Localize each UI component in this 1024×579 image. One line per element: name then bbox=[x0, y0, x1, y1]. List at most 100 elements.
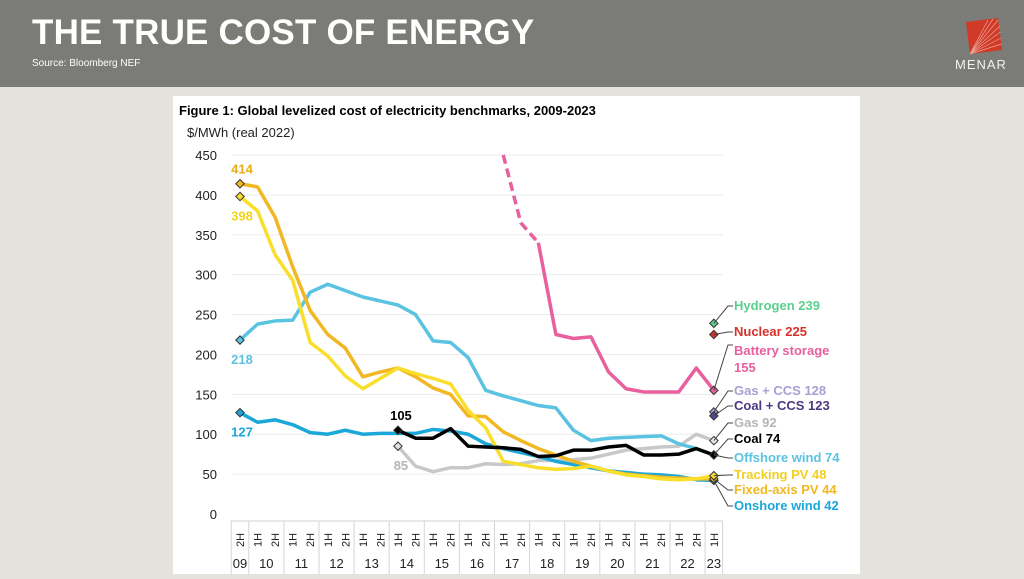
y-tick-label: 300 bbox=[195, 268, 217, 283]
x-tick-half-label: 2H bbox=[516, 533, 528, 547]
series-start-label: 398 bbox=[231, 208, 253, 223]
y-tick-label: 50 bbox=[203, 467, 217, 482]
label-leader-line bbox=[713, 422, 733, 441]
page-title: THE TRUE COST OF ENERGY bbox=[32, 13, 535, 52]
x-tick-half-label: 2H bbox=[270, 533, 282, 547]
x-tick-half-label: 2H bbox=[411, 533, 423, 547]
menar-logo-icon bbox=[966, 18, 1002, 55]
chart-title: Figure 1: Global levelized cost of elect… bbox=[179, 103, 596, 118]
y-tick-label: 100 bbox=[195, 427, 217, 442]
label-leader-line bbox=[713, 390, 733, 413]
label-leader-line bbox=[713, 405, 733, 417]
x-tick-half-label: 2H bbox=[621, 533, 633, 547]
x-tick-year-label: 18 bbox=[540, 556, 554, 571]
y-tick-label: 350 bbox=[195, 228, 217, 243]
x-tick-half-label: 1H bbox=[253, 533, 265, 547]
y-tick-label: 400 bbox=[195, 188, 217, 203]
x-tick-year-label: 09 bbox=[233, 556, 247, 571]
y-tick-label: 0 bbox=[210, 507, 217, 522]
x-tick-half-label: 1H bbox=[674, 533, 686, 547]
y-tick-label: 200 bbox=[195, 347, 217, 362]
x-tick-half-label: 1H bbox=[533, 533, 545, 547]
x-tick-half-label: 1H bbox=[323, 533, 335, 547]
label-leader-line bbox=[713, 331, 733, 335]
start-marker-fixed-axis-pv bbox=[235, 178, 245, 189]
start-marker-gas bbox=[393, 441, 403, 452]
series-start-label: 105 bbox=[390, 408, 412, 423]
series-start-label: 218 bbox=[231, 352, 253, 367]
x-tick-half-label: 2H bbox=[235, 533, 247, 547]
start-marker-coal bbox=[393, 425, 403, 436]
x-tick-year-label: 20 bbox=[610, 556, 624, 571]
x-tick-half-label: 1H bbox=[639, 533, 651, 547]
x-tick-half-label: 2H bbox=[446, 533, 458, 547]
x-tick-year-label: 22 bbox=[680, 556, 694, 571]
x-tick-half-label: 1H bbox=[428, 533, 440, 547]
series-start-label: 127 bbox=[231, 425, 253, 440]
label-leader-line bbox=[713, 305, 733, 324]
label-leader-line bbox=[713, 344, 733, 391]
start-marker-offshore-wind bbox=[235, 335, 245, 345]
series-end-label: Battery storage bbox=[734, 343, 829, 358]
x-tick-half-label: 2H bbox=[481, 533, 493, 547]
series-line-tracking-pv bbox=[238, 195, 715, 482]
x-tick-year-label: 23 bbox=[707, 556, 721, 571]
series-end-label: Hydrogen 239 bbox=[734, 298, 820, 313]
x-tick-year-label: 17 bbox=[505, 556, 519, 571]
x-tick-half-label: 1H bbox=[568, 533, 580, 547]
header-banner: THE TRUE COST OF ENERGY Source: Bloomber… bbox=[0, 0, 1024, 87]
x-tick-half-label: 2H bbox=[375, 533, 387, 547]
start-marker-tracking-pv bbox=[235, 191, 245, 202]
series-end-label: Onshore wind 42 bbox=[734, 498, 839, 513]
start-marker-onshore-wind bbox=[235, 407, 245, 418]
x-tick-half-label: 2H bbox=[340, 533, 352, 547]
series-end-label: Gas + CCS 128 bbox=[734, 383, 826, 398]
x-tick-year-label: 21 bbox=[645, 556, 659, 571]
x-tick-year-label: 14 bbox=[399, 556, 413, 571]
label-leader-line bbox=[713, 480, 733, 507]
x-tick-half-label: 1H bbox=[709, 533, 721, 547]
x-tick-half-label: 2H bbox=[586, 533, 598, 547]
x-tick-year-label: 10 bbox=[259, 556, 273, 571]
y-tick-label: 250 bbox=[195, 308, 217, 323]
x-tick-half-label: 2H bbox=[656, 533, 668, 547]
logo-text: MENAR bbox=[955, 57, 1007, 72]
series-end-label: Coal 74 bbox=[734, 431, 781, 446]
x-tick-half-label: 1H bbox=[604, 533, 616, 547]
series-end-label: 155 bbox=[734, 360, 756, 375]
lcoe-chart: Figure 1: Global levelized cost of elect… bbox=[179, 103, 840, 574]
x-tick-year-label: 13 bbox=[364, 556, 378, 571]
x-tick-year-label: 15 bbox=[435, 556, 449, 571]
x-tick-half-label: 1H bbox=[288, 533, 300, 547]
series-line-battery-storage bbox=[536, 242, 716, 394]
x-tick-half-label: 1H bbox=[463, 533, 475, 547]
x-tick-half-label: 1H bbox=[498, 533, 510, 547]
series-end-label: Coal + CCS 123 bbox=[734, 398, 830, 413]
series-line-offshore-wind bbox=[238, 282, 715, 457]
chart-card: Figure 1: Global levelized cost of elect… bbox=[173, 96, 860, 574]
x-tick-half-label: 1H bbox=[393, 533, 405, 547]
series-end-label: Tracking PV 48 bbox=[734, 467, 827, 482]
label-leader-line bbox=[713, 474, 733, 477]
x-tick-year-label: 12 bbox=[329, 556, 343, 571]
y-tick-label: 150 bbox=[195, 387, 217, 402]
x-tick-year-label: 19 bbox=[575, 556, 589, 571]
y-axis-label: $/MWh (real 2022) bbox=[187, 125, 295, 140]
x-tick-year-label: 16 bbox=[470, 556, 484, 571]
series-start-label: 85 bbox=[394, 458, 408, 473]
series-line-coal bbox=[397, 426, 715, 459]
x-tick-half-label: 1H bbox=[358, 533, 370, 547]
series-start-label: 414 bbox=[231, 162, 253, 177]
x-tick-half-label: 2H bbox=[691, 533, 703, 547]
y-tick-label: 450 bbox=[195, 148, 217, 163]
source-caption: Source: Bloomberg NEF bbox=[32, 58, 141, 69]
label-leader-line bbox=[713, 478, 733, 491]
series-line-battery-storage-projected bbox=[501, 154, 540, 244]
label-leader-line bbox=[713, 438, 733, 456]
x-tick-year-label: 11 bbox=[295, 556, 309, 571]
x-tick-half-label: 2H bbox=[551, 533, 563, 547]
label-leader-line bbox=[713, 454, 733, 459]
series-end-label: Fixed-axis PV 44 bbox=[734, 482, 837, 497]
series-end-label: Offshore wind 74 bbox=[734, 450, 840, 465]
series-end-label: Nuclear 225 bbox=[734, 324, 807, 339]
